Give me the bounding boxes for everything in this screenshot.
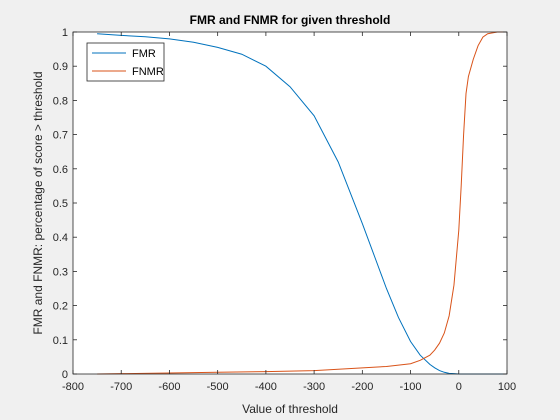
plot-area: [73, 32, 507, 374]
y-tick-label: 0.5: [53, 198, 68, 210]
y-axis-label: FMR and FNMR: percentage of score > thre…: [31, 71, 45, 334]
legend-box: [86, 42, 165, 82]
x-tick-label: -200: [351, 381, 373, 393]
legend: FMR FNMR: [86, 42, 165, 82]
x-tick-label: -100: [400, 381, 422, 393]
series-line-fnmr: [97, 31, 507, 375]
legend-label-fnmr: FNMR: [132, 66, 164, 78]
y-tick-label: 0.9: [53, 61, 68, 73]
y-tick-label: 0: [62, 369, 68, 381]
y-tick-label: 0.3: [53, 266, 68, 278]
x-tick-label: -500: [207, 381, 229, 393]
x-tick-label: 0: [456, 381, 462, 393]
ticks-layer: -800 -700 -600 -500 -400 -300 -200 -100 0 100 0 0.1…: [53, 27, 516, 393]
x-tick-label: 100: [498, 381, 516, 393]
x-tick-label: -400: [255, 381, 277, 393]
y-tick-label: 0.1: [53, 335, 68, 347]
x-axis-label: Value of threshold: [242, 402, 338, 416]
y-tick-label: 0.8: [53, 95, 68, 107]
y-tick-label: 0.7: [53, 130, 68, 142]
x-tick-label: -700: [110, 381, 132, 393]
y-tick-label: 0.2: [53, 301, 68, 313]
y-tick-label: 0.4: [53, 232, 68, 244]
legend-label-fmr: FMR: [132, 48, 156, 60]
y-tick-label: 1: [62, 27, 68, 39]
x-tick-label: -600: [158, 381, 180, 393]
x-tick-label: -800: [62, 381, 84, 393]
chart-title: FMR and FNMR for given threshold: [190, 13, 391, 27]
x-tick-label: -300: [303, 381, 325, 393]
y-tick-label: 0.6: [53, 164, 68, 176]
